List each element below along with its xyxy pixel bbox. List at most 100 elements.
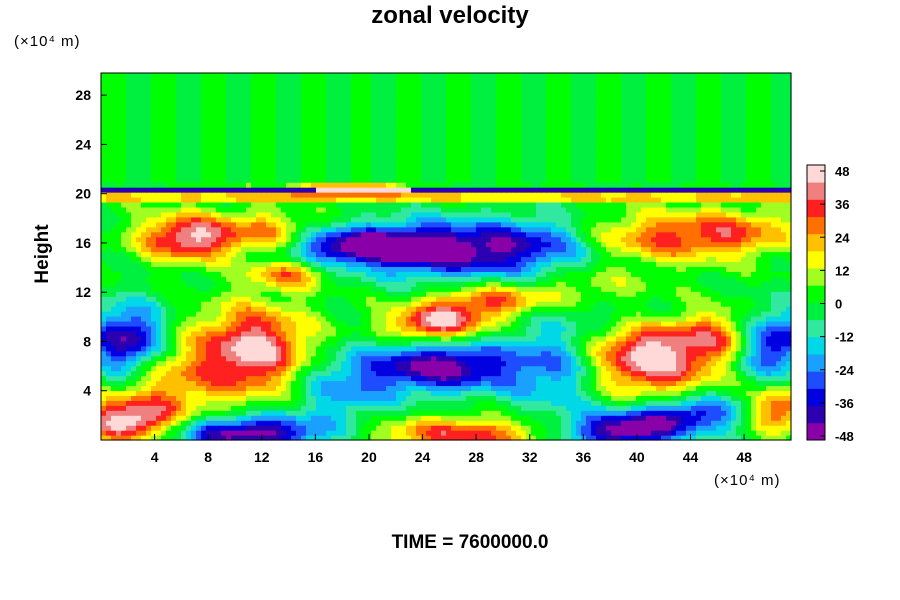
heatmap-cell bbox=[251, 281, 257, 287]
heatmap-cell bbox=[481, 291, 487, 297]
heatmap-cell bbox=[691, 296, 697, 302]
heatmap-cell bbox=[241, 301, 247, 307]
heatmap-cell bbox=[351, 291, 357, 297]
heatmap-cell bbox=[471, 266, 477, 272]
heatmap-cell bbox=[456, 330, 462, 337]
heatmap-cell bbox=[676, 296, 682, 302]
heatmap-cell bbox=[241, 291, 247, 297]
heatmap-cell bbox=[786, 301, 792, 307]
heatmap-cell bbox=[356, 400, 362, 406]
heatmap-cell bbox=[401, 380, 407, 387]
heatmap-cell bbox=[466, 286, 472, 292]
heatmap-cell bbox=[121, 405, 127, 411]
heatmap-cell bbox=[431, 430, 437, 436]
heatmap-cell bbox=[591, 395, 597, 401]
heatmap-cell bbox=[251, 325, 257, 332]
heatmap-cell bbox=[601, 320, 607, 327]
heatmap-cell bbox=[666, 395, 672, 401]
heatmap-cell bbox=[171, 390, 177, 396]
heatmap-cell bbox=[351, 330, 357, 337]
heatmap-cell bbox=[441, 355, 447, 362]
heatmap-cell bbox=[211, 345, 217, 352]
heatmap-cell bbox=[356, 420, 362, 426]
heatmap-cell bbox=[146, 311, 152, 317]
heatmap-cell bbox=[181, 296, 187, 302]
heatmap-cell bbox=[186, 276, 192, 282]
heatmap-cell bbox=[611, 320, 617, 327]
heatmap-cell bbox=[756, 345, 762, 352]
heatmap-cell bbox=[656, 425, 662, 431]
heatmap-cell bbox=[196, 420, 202, 426]
heatmap-cell bbox=[446, 286, 452, 292]
heatmap-cell bbox=[701, 311, 707, 317]
heatmap-cell bbox=[731, 335, 737, 342]
heatmap-cell bbox=[756, 330, 762, 337]
heatmap-cell bbox=[616, 311, 622, 317]
heatmap-cell bbox=[746, 420, 752, 426]
heatmap-cell bbox=[506, 335, 512, 342]
heatmap-cell bbox=[351, 395, 357, 401]
heatmap-cell bbox=[346, 316, 352, 322]
heatmap-cell bbox=[406, 340, 412, 347]
heatmap-cell bbox=[366, 375, 372, 382]
heatmap-cell bbox=[541, 340, 547, 347]
heatmap-cell bbox=[571, 365, 577, 372]
heatmap-cell bbox=[721, 266, 727, 272]
heatmap-cell bbox=[441, 281, 447, 287]
heatmap-cell bbox=[461, 340, 467, 347]
heatmap-cell bbox=[181, 256, 187, 263]
heatmap-cell bbox=[771, 385, 777, 392]
heatmap-cell bbox=[126, 430, 132, 436]
heatmap-cell bbox=[181, 306, 187, 312]
heatmap-cell bbox=[401, 340, 407, 347]
heatmap-cell bbox=[196, 256, 202, 263]
heatmap-cell bbox=[471, 390, 477, 396]
heatmap-cell bbox=[781, 360, 787, 367]
heatmap-cell bbox=[491, 306, 497, 312]
heatmap-cell bbox=[611, 375, 617, 382]
heatmap-cell bbox=[686, 420, 692, 426]
heatmap-cell bbox=[111, 340, 117, 347]
heatmap-cell bbox=[611, 325, 617, 332]
heatmap-cell bbox=[596, 276, 602, 282]
heatmap-cell bbox=[716, 266, 722, 272]
heatmap-cell bbox=[536, 355, 542, 362]
heatmap-cell bbox=[246, 306, 252, 312]
heatmap-cell bbox=[211, 261, 217, 268]
heatmap-cell bbox=[696, 365, 702, 372]
heatmap-cell bbox=[621, 306, 627, 312]
heatmap-cell bbox=[466, 365, 472, 372]
heatmap-cell bbox=[311, 345, 317, 352]
heatmap-cell bbox=[781, 415, 787, 421]
heatmap-cell bbox=[156, 335, 162, 342]
heatmap-cell bbox=[486, 286, 492, 292]
heatmap-cell bbox=[636, 281, 642, 287]
heatmap-cell bbox=[231, 390, 237, 396]
heatmap-cell bbox=[446, 281, 452, 287]
heatmap-cell bbox=[291, 375, 297, 382]
heatmap-cell bbox=[251, 410, 257, 416]
heatmap-cell bbox=[616, 395, 622, 401]
heatmap-cell bbox=[486, 350, 492, 357]
heatmap-cell bbox=[586, 405, 592, 411]
heatmap-cell bbox=[481, 286, 487, 292]
heatmap-cell bbox=[346, 325, 352, 332]
heatmap-cell bbox=[631, 301, 637, 307]
heatmap-cell bbox=[271, 410, 277, 416]
heatmap-cell bbox=[101, 266, 107, 272]
heatmap-cell bbox=[476, 375, 482, 382]
heatmap-cell bbox=[676, 320, 682, 327]
heatmap-cell bbox=[451, 320, 457, 327]
heatmap-cell bbox=[216, 355, 222, 362]
heatmap-cell bbox=[226, 405, 232, 411]
heatmap-cell bbox=[491, 355, 497, 362]
heatmap-cell bbox=[476, 370, 482, 377]
heatmap-cell bbox=[551, 420, 557, 426]
heatmap-cell bbox=[676, 375, 682, 382]
heatmap-cell bbox=[591, 340, 597, 347]
heatmap-cell bbox=[576, 435, 582, 441]
heatmap-cell bbox=[696, 320, 702, 327]
heatmap-cell bbox=[546, 320, 552, 327]
heatmap-cell bbox=[471, 380, 477, 387]
heatmap-cell bbox=[316, 370, 322, 377]
